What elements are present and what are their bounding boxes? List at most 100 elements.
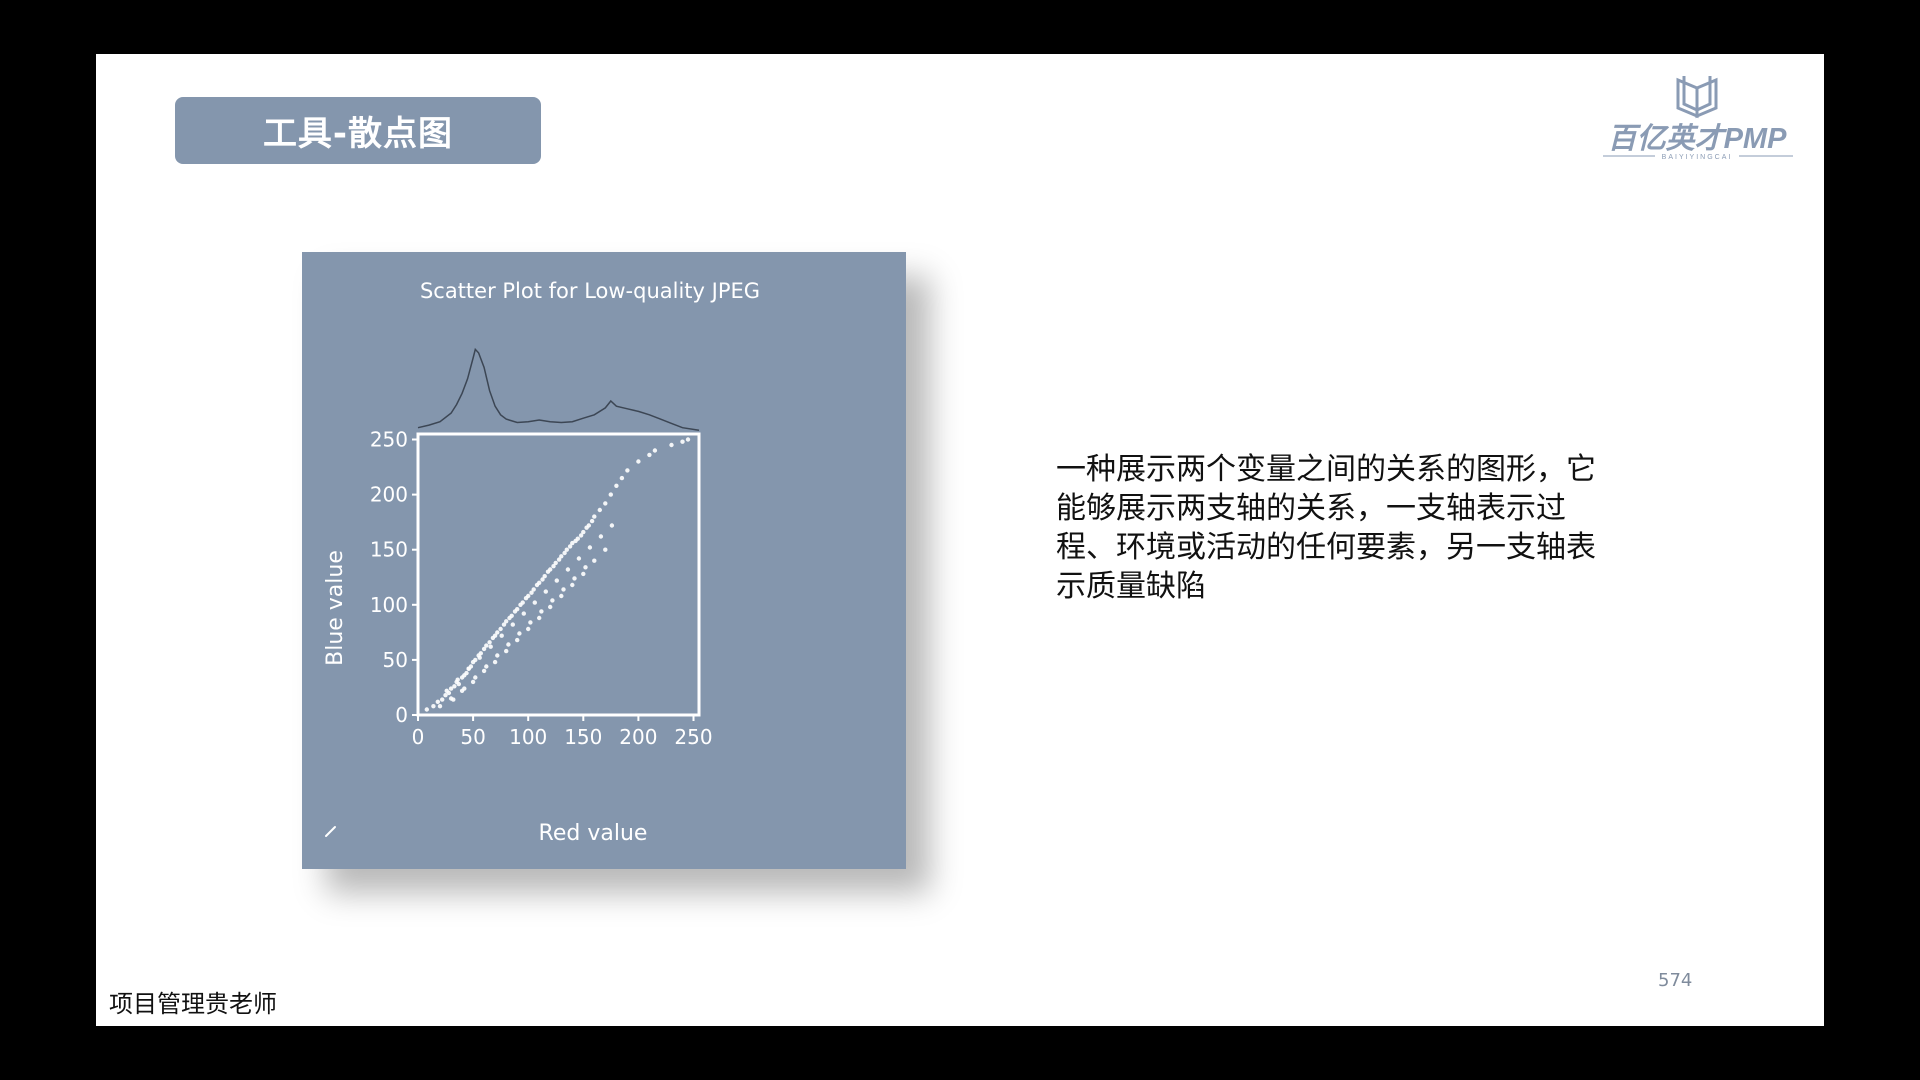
scatter-point [576,556,582,561]
scatter-point [443,693,448,698]
marginal-histogram-line [417,347,700,432]
scatter-point [504,648,509,654]
logo-graphic: 百亿英才PMP BAIYIYINGCAI [1603,76,1793,161]
scatter-point [572,576,577,581]
scatter-point [528,620,533,625]
scatter-point [554,578,559,583]
scatter-point [537,615,542,621]
scatter-point [578,533,584,538]
scatter-point [619,475,625,481]
scatter-point [529,590,534,595]
axis-ticks: 0 50 100 150 200 250 0 50 100 150 200 250 [370,428,713,749]
scatter-point [451,697,456,702]
scatter-point [495,653,500,658]
scatter-point [570,540,575,546]
scatter-point [575,536,580,541]
scatter-chart-svg: Scatter Plot for Low-quality JPEG 0 50 100… [302,252,906,869]
scatter-point [561,587,566,592]
footer-author: 项目管理贵老师 [109,990,277,1018]
scatter-point [592,558,597,563]
x-tick-label: 200 [619,725,657,749]
scatter-point [526,593,531,599]
scatter-point [456,681,461,687]
scatter-point [647,452,652,458]
scatter-point [592,514,597,519]
scatter-point [455,677,460,682]
scatter-point [583,565,588,570]
logo: 百亿英才PMP BAIYIYINGCAI [1593,62,1801,162]
y-tick-label: 250 [370,428,408,452]
scatter-point [540,577,545,582]
scatter-point [556,557,562,562]
scatter-point [495,630,500,635]
scatter-point [548,567,553,572]
y-axis-label: Blue value [323,550,348,666]
scatter-point [521,611,526,616]
scatter-point [565,567,571,572]
scatter-point [477,655,482,660]
scatter-point [543,589,548,594]
scatter-point [435,699,440,704]
logo-text: 百亿英才PMP [1608,123,1788,155]
scatter-point [481,668,487,674]
scatter-point [614,483,619,488]
scatter-point [564,547,569,552]
scatter-point [603,501,608,506]
scatter-point [625,468,630,473]
scatter-point [581,529,586,535]
scatter-point [570,582,575,588]
scatter-point [550,598,555,603]
scatter-point [492,633,498,638]
scatter-point [559,593,564,599]
scatter-point [473,657,478,663]
scatter-point [520,600,525,605]
scatter-point [510,622,515,627]
scatter-point [598,534,604,539]
scatter-point [492,659,498,665]
scatter-point [551,564,556,569]
scatter-point [636,459,641,464]
scatter-chart: Scatter Plot for Low-quality JPEG 0 50 100… [302,252,906,869]
slide-title-text: 工具-散点图 [262,114,454,154]
scatter-point [448,686,454,691]
scatter-point [484,664,489,669]
scatter-point [685,437,691,442]
scatter-point [532,600,537,605]
scatter-point [581,571,586,577]
logo-subtext: BAIYIYINGCAI [1662,154,1733,161]
scatter-point [567,544,573,549]
scatter-point [484,643,489,648]
scatter-point [501,622,507,627]
scatter-point [506,642,511,647]
scatter-point [586,523,591,528]
y-tick-label: 0 [395,703,408,727]
scatter-point [680,439,685,444]
scatter-point [608,492,613,497]
scatter-point [553,560,558,566]
scatter-point [498,626,503,632]
scatter-point [440,697,445,702]
scatter-point [531,587,536,592]
y-tick-label: 100 [370,593,408,617]
pencil-icon [325,826,336,837]
scatter-point [437,704,443,709]
scatter-point [424,707,429,712]
book-icon [1676,76,1718,119]
scatter-point [478,651,483,656]
scatter-point [431,704,436,709]
scatter-point [562,550,567,556]
x-tick-label: 250 [674,725,712,749]
scatter-point [609,523,615,528]
chart-title: Scatter Plot for Low-quality JPEG [420,279,760,303]
scatter-point [515,637,520,643]
scatter-point [559,554,564,559]
scatter-point [466,666,471,671]
scatter-point [444,688,449,693]
y-tick-label: 150 [370,538,408,562]
scatter-point [669,442,674,448]
scatter-point [652,448,658,453]
y-tick-label: 50 [383,648,408,672]
scatter-point [548,604,553,610]
scatter-point [504,619,509,624]
scatter-point [481,646,487,652]
